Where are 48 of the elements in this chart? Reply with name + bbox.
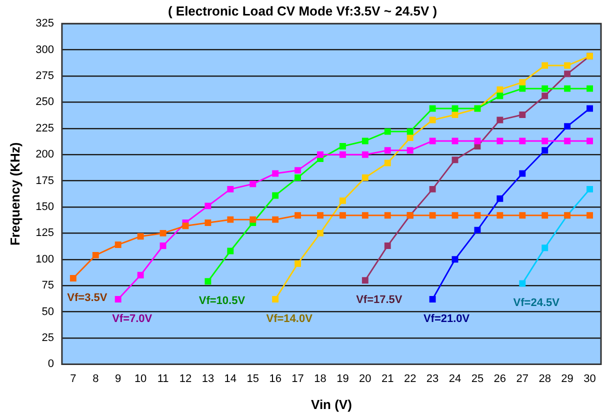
- x-tick-label: 10: [134, 372, 147, 385]
- y-tick-label: 200: [36, 148, 54, 161]
- x-tick-label: 26: [494, 372, 506, 385]
- x-axis-title: Vin (V): [311, 396, 352, 412]
- chart-title: ( Electronic Load CV Mode Vf:3.5V ~ 24.5V ): [168, 3, 438, 18]
- series-label: Vf=3.5V: [67, 292, 108, 304]
- y-tick-label: 0: [48, 358, 54, 370]
- y-tick-label: 150: [36, 201, 54, 214]
- x-tick-label: 18: [314, 372, 326, 385]
- x-tick-label: 8: [92, 372, 99, 385]
- x-tick-label: 12: [179, 372, 192, 385]
- x-tick-label: 25: [471, 372, 484, 385]
- x-tick-label: 19: [336, 372, 349, 385]
- y-tick-label: 25: [42, 332, 54, 344]
- y-tick-label: 325: [36, 18, 54, 30]
- x-tick-label: 14: [224, 372, 237, 385]
- series-label: Vf=21.0V: [423, 312, 470, 325]
- x-tick-label: 22: [404, 372, 416, 385]
- y-tick-label: 175: [36, 174, 54, 187]
- x-tick-label: 24: [448, 372, 462, 385]
- y-tick-label: 125: [36, 227, 54, 240]
- y-tick-label: 225: [36, 122, 54, 134]
- x-tick-label: 20: [359, 372, 372, 385]
- x-tick-label: 23: [426, 372, 439, 385]
- x-tick-label: 16: [269, 372, 282, 385]
- series-label: Vf=24.5V: [513, 297, 560, 310]
- y-tick-label: 300: [36, 44, 54, 56]
- y-tick-label: 50: [42, 306, 54, 318]
- x-tick-label: 17: [292, 372, 304, 385]
- series-label: Vf=17.5V: [356, 294, 403, 306]
- y-tick-label: 275: [36, 70, 54, 82]
- series-label: Vf=10.5V: [198, 294, 246, 307]
- series-label: Vf=14.0V: [266, 312, 314, 325]
- series-label: Vf=7.0V: [112, 312, 153, 325]
- x-tick-label: 7: [70, 372, 76, 385]
- x-tick-label: 9: [115, 372, 122, 385]
- y-tick-label: 250: [36, 96, 54, 108]
- x-tick-label: 13: [202, 372, 214, 385]
- x-tick-label: 28: [538, 372, 551, 385]
- y-tick-label: 100: [36, 253, 54, 266]
- x-tick-label: 29: [561, 372, 574, 385]
- x-tick-label: 21: [382, 372, 394, 385]
- x-tick-label: 27: [516, 372, 529, 385]
- x-tick-label: 15: [246, 372, 259, 385]
- y-tick-label: 75: [42, 280, 54, 292]
- y-axis-title: Frequency (KHz): [7, 142, 22, 246]
- x-tick-label: 11: [157, 372, 169, 385]
- x-tick-label: 30: [584, 372, 596, 385]
